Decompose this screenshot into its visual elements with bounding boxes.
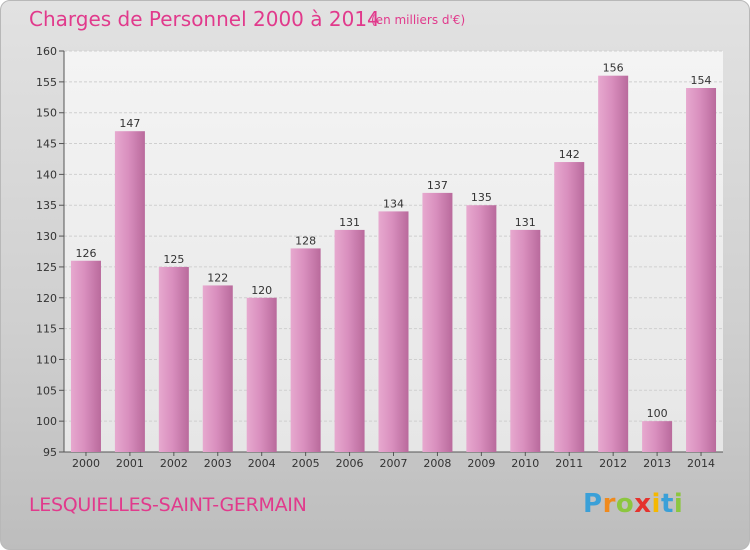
y-tick-label: 125 [36,261,57,274]
x-tick-label: 2002 [160,457,188,470]
y-tick-label: 105 [36,384,57,397]
bar-value-label: 122 [207,271,228,284]
logo-letter: P [583,489,603,519]
y-tick-label: 140 [36,168,57,181]
bar-value-label: 135 [471,191,492,204]
bar-value-label: 137 [427,179,448,192]
commune-name: LESQUIELLES-SAINT-GERMAIN [29,494,307,516]
x-tick-label: 2007 [380,457,408,470]
x-tick-label: 2006 [336,457,364,470]
x-tick-label: 2009 [467,457,495,470]
y-tick-label: 95 [43,446,57,459]
x-tick-label: 2014 [687,457,715,470]
bar-value-label: 142 [559,148,580,161]
y-tick-label: 145 [36,138,57,151]
bar-value-label: 154 [691,74,712,87]
bar-value-label: 156 [603,62,624,75]
x-tick-label: 2010 [511,457,539,470]
proxiti-logo: Proxiti [583,489,683,519]
y-tick-label: 155 [36,76,57,89]
y-tick-label: 135 [36,199,57,212]
bar-value-label: 131 [339,216,360,229]
logo-letter: i [651,489,661,519]
bar [686,88,717,452]
x-tick-label: 2000 [72,457,100,470]
bar [334,229,365,452]
logo-letter: x [634,489,652,519]
bar-value-label: 134 [383,197,404,210]
y-tick-label: 110 [36,353,57,366]
x-tick-label: 2011 [555,457,583,470]
bar-value-label: 131 [515,216,536,229]
bar [554,162,585,453]
chart-subtitle: (en milliers d'€) [371,13,466,27]
bar [114,131,145,452]
x-tick-label: 2012 [599,457,627,470]
y-tick-label: 150 [36,107,57,120]
y-tick-label: 160 [36,45,57,58]
bar-value-label: 147 [119,117,140,130]
y-tick-label: 120 [36,292,57,305]
bar [378,211,409,452]
y-tick-label: 115 [36,323,57,336]
logo-letter: r [602,489,616,519]
bar [598,75,629,452]
x-tick-label: 2001 [116,457,144,470]
bar [290,248,321,452]
logo-letter: o [615,489,635,519]
bar-value-label: 120 [251,284,272,297]
bar-value-label: 126 [75,247,96,260]
bar [246,297,277,452]
bar [466,205,497,452]
x-tick-label: 2003 [204,457,232,470]
bar [202,285,233,452]
bar-value-label: 100 [647,407,668,420]
y-tick-label: 100 [36,415,57,428]
bar [510,229,541,452]
bar [158,266,189,452]
x-tick-label: 2004 [248,457,276,470]
bar-value-label: 128 [295,234,316,247]
bar [70,260,101,452]
bar [642,421,673,452]
y-tick-label: 130 [36,230,57,243]
bar [422,192,453,452]
logo-letter: i [673,489,684,519]
x-tick-label: 2005 [292,457,320,470]
chart-title: Charges de Personnel 2000 à 2014 [29,7,380,31]
bar-value-label: 125 [163,253,184,266]
x-tick-label: 2013 [643,457,671,470]
x-tick-label: 2008 [423,457,451,470]
logo-letter: t [660,489,674,519]
